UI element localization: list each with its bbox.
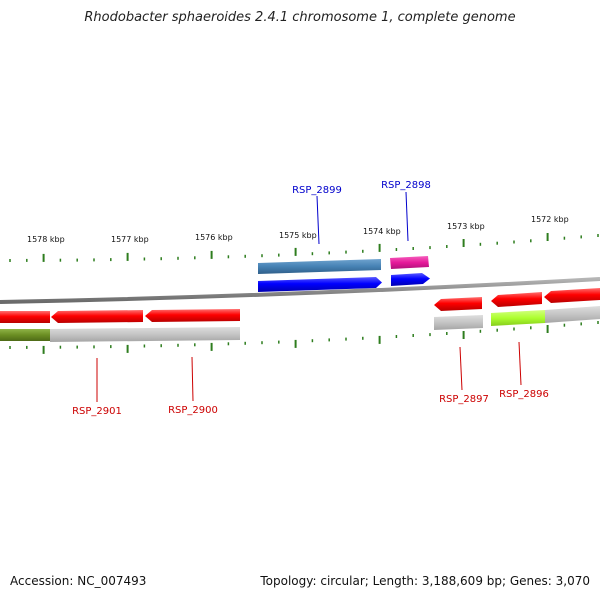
feature-block[interactable] [50,327,240,342]
gene-label-RSP_2900[interactable]: RSP_2900 [168,405,218,416]
gene-arrow-RSP_2901[interactable] [51,310,143,323]
feature-block[interactable] [491,310,545,326]
feature-block[interactable] [258,259,381,274]
feature-block[interactable] [0,329,50,341]
leader-line [406,192,408,241]
leader-line [519,342,521,385]
gene-arrow-reverse[interactable] [544,288,600,303]
gene-label-RSP_2898[interactable]: RSP_2898 [381,180,431,191]
scale-label: 1578 kbp [27,235,65,244]
leader-line [192,357,193,401]
scale-label: 1577 kbp [111,235,149,244]
feature-block[interactable] [390,256,429,269]
gene-arrow-RSP_2898[interactable] [391,273,430,286]
genome-summary-text: Topology: circular; Length: 3,188,609 bp… [260,574,590,588]
gene-label-RSP_2901[interactable]: RSP_2901 [72,406,122,417]
gene-label-RSP_2897[interactable]: RSP_2897 [439,394,489,405]
scale-label: 1574 kbp [363,227,401,236]
scale-label: 1572 kbp [531,215,569,224]
feature-block[interactable] [434,315,483,330]
gene-arrow-RSP_2896[interactable] [491,292,542,307]
gene-arrow-RSP_2897[interactable] [434,297,482,311]
gene-arrow-RSP_2900[interactable] [145,309,240,322]
scale-label: 1576 kbp [195,233,233,242]
gene-label-RSP_2896[interactable]: RSP_2896 [499,389,549,400]
gene-arrow-reverse[interactable] [0,311,50,323]
scale-label: 1573 kbp [447,222,485,231]
leader-line [460,347,462,390]
gene-label-RSP_2899[interactable]: RSP_2899 [292,185,342,196]
accession-text: Accession: NC_007493 [10,574,146,588]
scale-label: 1575 kbp [279,231,317,240]
feature-track-outer [258,256,429,274]
scale-labels: 1578 kbp 1577 kbp 1576 kbp 1575 kbp 1574… [27,215,569,244]
leader-line [317,196,319,244]
feature-block[interactable] [545,306,600,323]
